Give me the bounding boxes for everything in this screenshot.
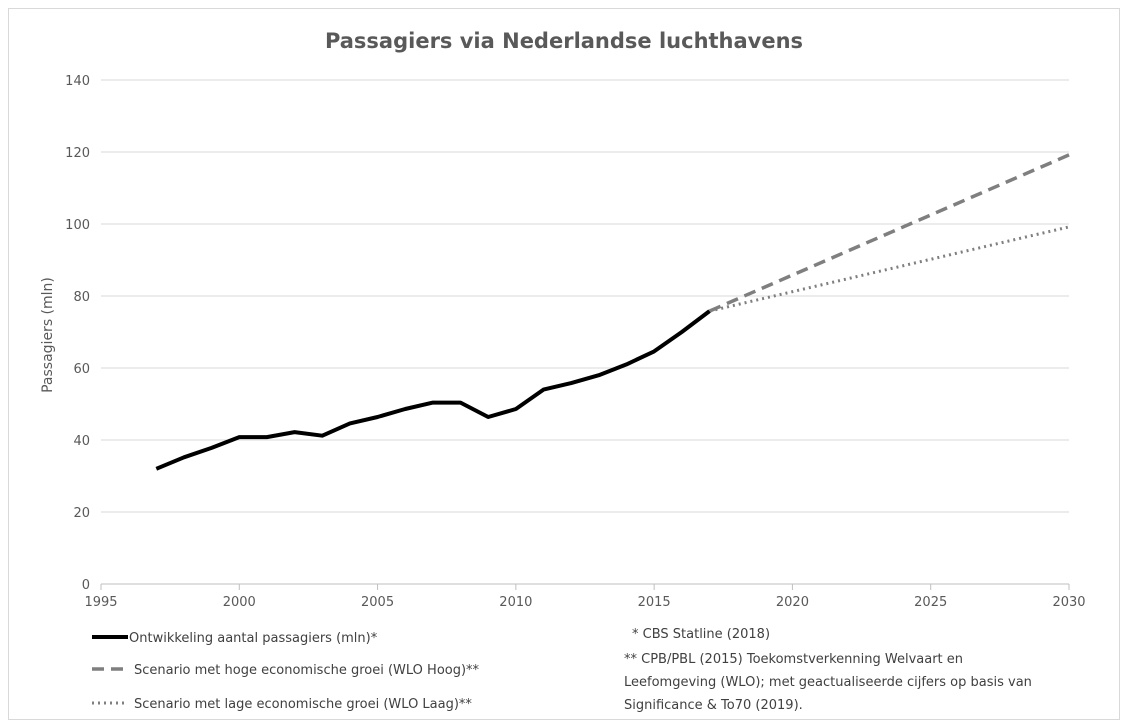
- legend: Ontwikkeling aantal passagiers (mln)* Sc…: [92, 631, 480, 712]
- legend-label-wlo-hoog: Scenario met hoge economische groei (WLO…: [134, 663, 480, 678]
- y-tick-label: 120: [65, 146, 90, 161]
- y-tick-label: 20: [73, 506, 90, 521]
- y-tick-label: 100: [65, 218, 90, 233]
- tick-labels: 0 20 40 60 80 100 120 140 1995 2000 2005 2010 2015 20…: [65, 74, 1085, 610]
- y-tick-label: 40: [73, 434, 90, 449]
- note-cpb-line2: Leefomgeving (WLO); met geactualiseerde …: [624, 675, 1032, 690]
- y-tick-label: 140: [65, 74, 90, 89]
- x-tick-label: 2000: [223, 595, 256, 610]
- gridlines: [100, 79, 1070, 590]
- series-ontwikkeling-line: [155, 309, 711, 471]
- x-tick-label: 2030: [1052, 595, 1085, 610]
- note-cpb-line3: Significance & To70 (2019).: [624, 698, 803, 713]
- x-tick-label: 2005: [361, 595, 394, 610]
- chart-frame: [8, 8, 1120, 720]
- y-axis-label: Passagiers (mln): [40, 277, 56, 393]
- series-wlo-laag-line: [709, 225, 1070, 313]
- y-tick-label: 80: [73, 290, 90, 305]
- source-notes: * CBS Statline (2018) ** CPB/PBL (2015) …: [624, 627, 1032, 713]
- x-tick-label: 2010: [499, 595, 532, 610]
- legend-label-wlo-laag: Scenario met lage economische groei (WLO…: [134, 697, 472, 712]
- legend-label-ontwikkeling: Ontwikkeling aantal passagiers (mln)*: [129, 631, 378, 646]
- y-tick-label: 60: [73, 362, 90, 377]
- series-lines: [155, 153, 1070, 471]
- x-tick-label: 2025: [914, 595, 947, 610]
- note-cbs: * CBS Statline (2018): [632, 627, 770, 642]
- x-tick-label: 1995: [84, 595, 117, 610]
- x-tick-label: 2020: [776, 595, 809, 610]
- series-wlo-hoog-line: [708, 153, 1070, 313]
- note-cpb-line1: ** CPB/PBL (2015) Toekomstverkenning Wel…: [624, 652, 963, 667]
- chart-title: Passagiers via Nederlandse luchthavens: [325, 29, 803, 53]
- x-tick-label: 2015: [638, 595, 671, 610]
- y-tick-label: 0: [82, 578, 90, 593]
